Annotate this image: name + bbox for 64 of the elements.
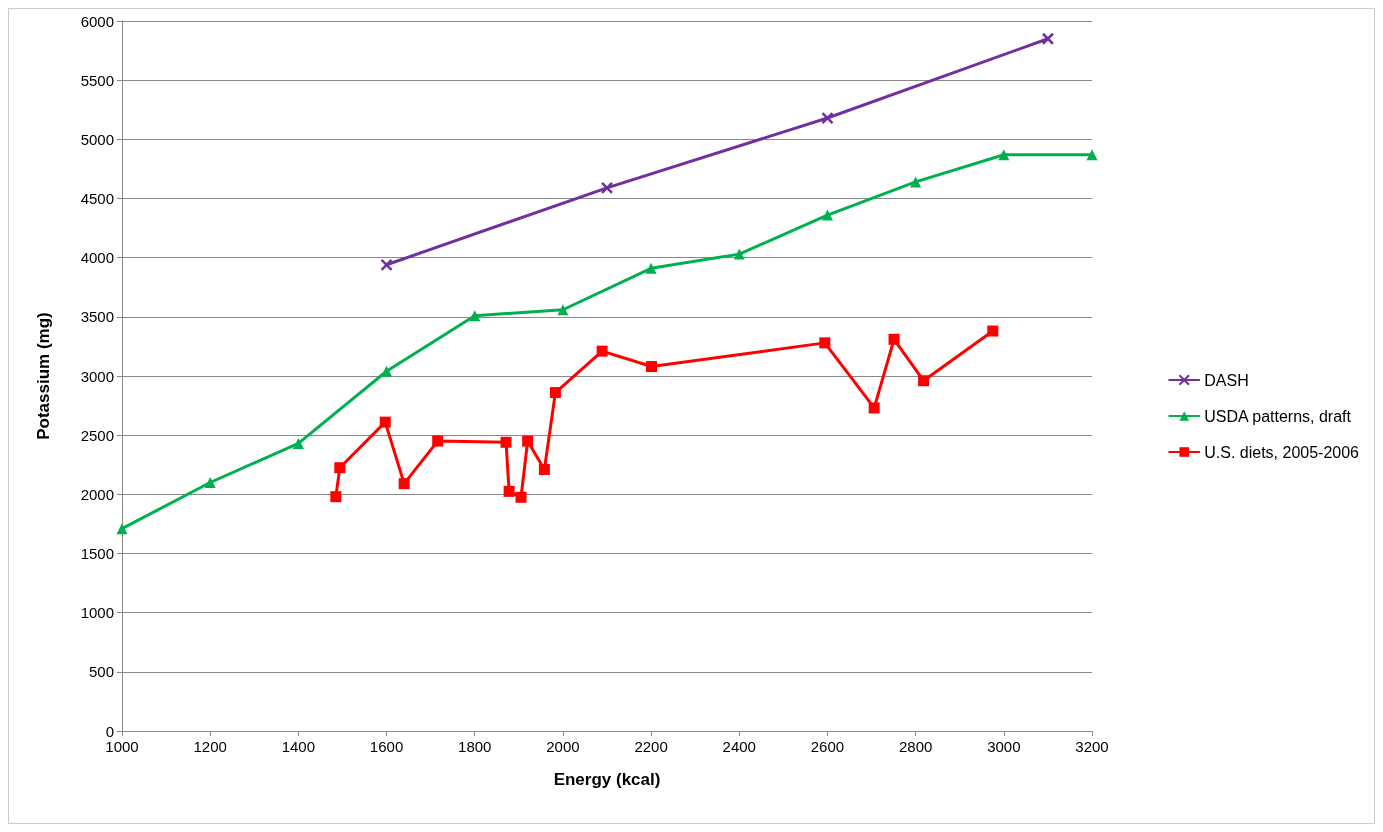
point [292, 437, 304, 449]
y-tick-label: 2500 [80, 426, 114, 444]
point [821, 209, 833, 221]
x-tick-label: 1600 [369, 738, 404, 755]
y-tick-label: 5000 [80, 130, 114, 148]
point [549, 387, 561, 399]
x-tick-label: 1800 [458, 738, 492, 755]
point [500, 436, 512, 448]
point [645, 262, 657, 274]
point [330, 491, 342, 503]
x-tick-label: 2800 [898, 738, 933, 755]
point [380, 258, 393, 272]
point [538, 463, 550, 475]
point [910, 176, 922, 188]
legend-label: DASH [1204, 371, 1249, 389]
point [888, 333, 900, 345]
x-tick-label: 2200 [634, 738, 668, 755]
point [432, 435, 444, 447]
x-tick-label: 2600 [810, 738, 845, 755]
point [398, 478, 410, 490]
y-tick-label: 1000 [80, 604, 114, 622]
point [918, 375, 930, 387]
point [515, 491, 527, 503]
point [998, 149, 1010, 161]
y-tick-label: 3000 [80, 367, 114, 385]
y-tick-label: 4000 [80, 249, 114, 267]
y-tick-label: 4500 [80, 190, 114, 207]
point [596, 345, 608, 357]
y-tick-label: 3500 [80, 308, 114, 326]
point [379, 416, 391, 428]
point [334, 462, 346, 474]
point [522, 435, 534, 447]
x-tick-label: 1000 [105, 738, 139, 755]
x-axis-title: Energy (kcal) [553, 770, 661, 789]
x-tick-label: 1400 [281, 738, 316, 755]
point [204, 477, 216, 488]
point [819, 337, 831, 349]
x-tick-label: 2400 [722, 738, 756, 755]
point [557, 304, 569, 316]
point [469, 310, 481, 322]
point [116, 523, 128, 535]
x-tick-label: 2000 [546, 738, 580, 755]
point [868, 402, 880, 414]
y-tick-label: 2000 [80, 485, 114, 503]
x-tick-label: 3200 [1075, 738, 1109, 755]
point [987, 325, 999, 337]
x-tick-label: 3000 [987, 738, 1021, 755]
point [381, 365, 393, 377]
point [1086, 149, 1098, 161]
y-axis-title: Potassium (mg) [34, 312, 53, 440]
legend-label: USDA patterns, draft [1204, 407, 1352, 425]
point [821, 111, 834, 125]
y-tick-label: 1500 [80, 545, 114, 562]
point [600, 181, 614, 195]
point [646, 361, 658, 373]
point [503, 485, 515, 497]
y-tick-label: 0 [105, 722, 114, 740]
point [733, 248, 745, 260]
y-tick-label: 500 [88, 663, 114, 681]
y-tick-label: 5500 [80, 71, 114, 89]
y-tick-label: 6000 [80, 12, 114, 30]
point [1041, 32, 1055, 45]
legend-label: U.S. diets, 2005-2006 [1204, 443, 1360, 461]
x-tick-label: 1200 [193, 738, 227, 755]
